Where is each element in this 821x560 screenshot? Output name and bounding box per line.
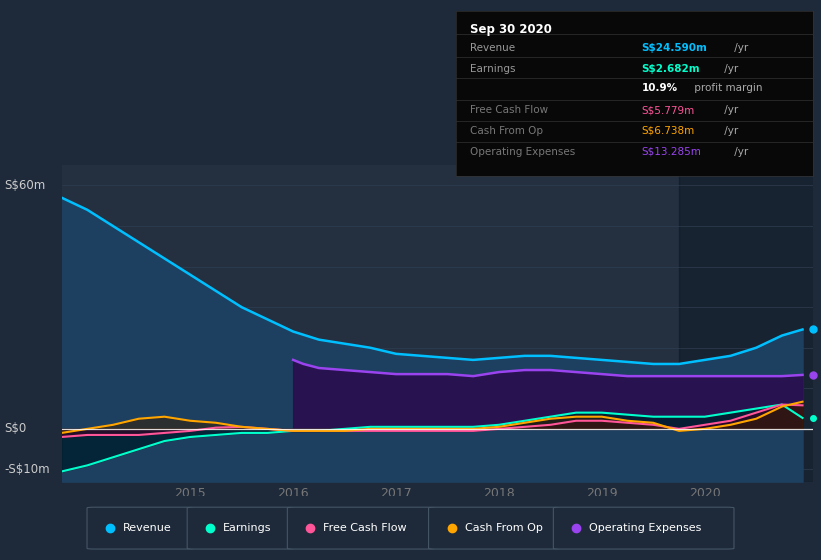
Bar <box>679 165 821 482</box>
Text: Earnings: Earnings <box>223 523 272 533</box>
FancyBboxPatch shape <box>287 507 435 549</box>
Text: S$2.682m: S$2.682m <box>641 64 700 74</box>
Text: Earnings: Earnings <box>470 64 516 74</box>
Text: S$13.285m: S$13.285m <box>641 147 701 157</box>
Text: Operating Expenses: Operating Expenses <box>470 147 576 157</box>
Text: Cash From Op: Cash From Op <box>470 126 543 136</box>
Text: Sep 30 2020: Sep 30 2020 <box>470 23 552 36</box>
Text: S$60m: S$60m <box>4 179 45 192</box>
Text: Revenue: Revenue <box>123 523 172 533</box>
Text: S$0: S$0 <box>4 422 26 435</box>
FancyBboxPatch shape <box>87 507 194 549</box>
Text: /yr: /yr <box>722 126 739 136</box>
Text: Free Cash Flow: Free Cash Flow <box>323 523 407 533</box>
FancyBboxPatch shape <box>553 507 734 549</box>
Text: /yr: /yr <box>722 105 739 115</box>
Text: Revenue: Revenue <box>470 43 515 53</box>
Text: Operating Expenses: Operating Expenses <box>589 523 702 533</box>
Text: 10.9%: 10.9% <box>641 83 677 93</box>
Text: Free Cash Flow: Free Cash Flow <box>470 105 548 115</box>
Text: Cash From Op: Cash From Op <box>465 523 543 533</box>
Text: S$5.779m: S$5.779m <box>641 105 695 115</box>
FancyBboxPatch shape <box>187 507 294 549</box>
Text: S$24.590m: S$24.590m <box>641 43 707 53</box>
FancyBboxPatch shape <box>429 507 560 549</box>
Text: /yr: /yr <box>732 43 749 53</box>
Text: /yr: /yr <box>722 64 739 74</box>
Text: /yr: /yr <box>732 147 749 157</box>
Text: S$6.738m: S$6.738m <box>641 126 695 136</box>
Text: -S$10m: -S$10m <box>4 463 50 476</box>
Text: profit margin: profit margin <box>691 83 763 93</box>
